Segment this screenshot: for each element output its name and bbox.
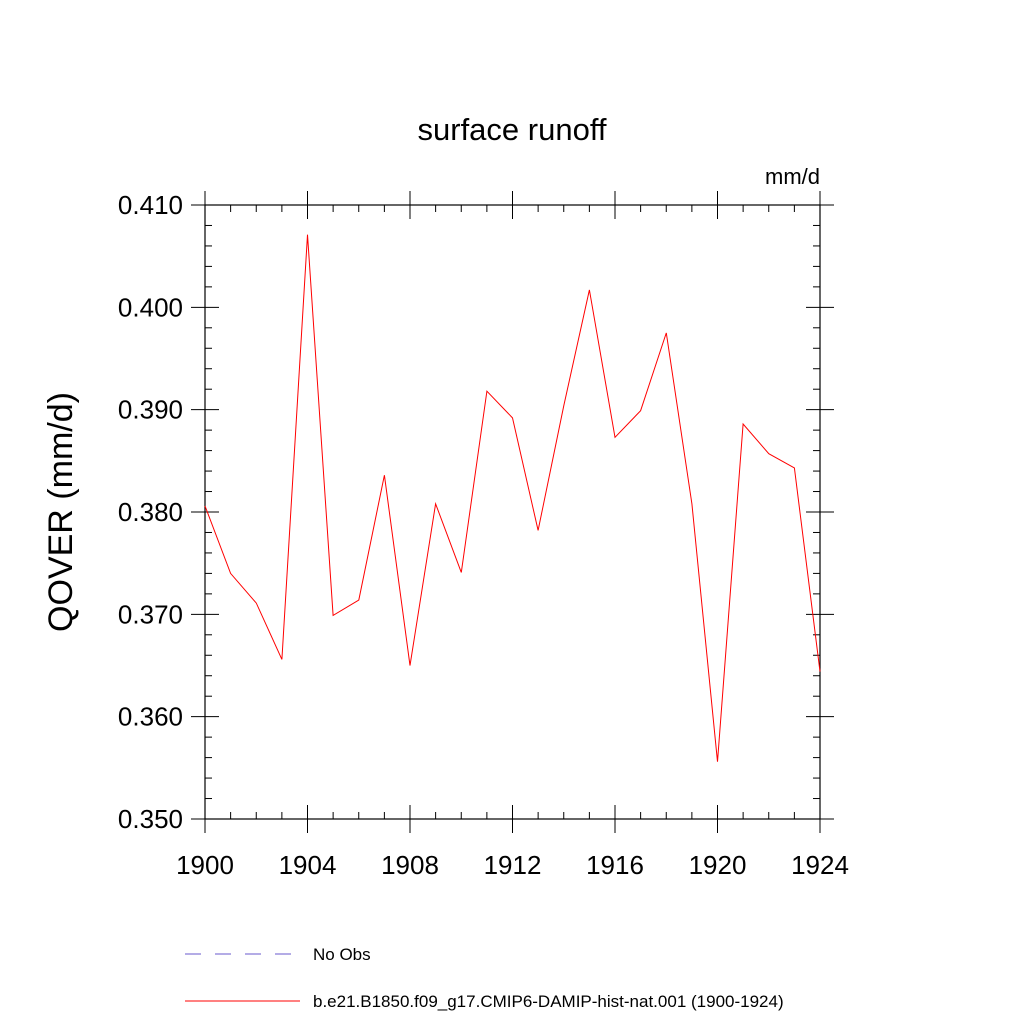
legend-label: No Obs (313, 945, 371, 964)
data-point (307, 234, 309, 236)
data-point (614, 436, 616, 438)
x-tick-label: 1924 (791, 850, 849, 880)
units-label: mm/d (765, 164, 820, 189)
data-point (742, 423, 744, 425)
data-point (665, 332, 667, 334)
y-tick-label: 0.410 (118, 190, 183, 220)
x-tick-label: 1904 (279, 850, 337, 880)
data-points (204, 234, 821, 763)
x-tick-label: 1912 (484, 850, 542, 880)
chart-title: surface runoff (418, 112, 607, 147)
axis-tick-labels: 1900 1904 1908 1912 1916 1920 1924 0.350 0.360 0.… (118, 190, 849, 880)
y-tick-label: 0.360 (118, 702, 183, 732)
y-tick-label: 0.390 (118, 395, 183, 425)
x-tick-label: 1916 (586, 850, 644, 880)
data-point (358, 599, 360, 601)
legend: No Obs b.e21.B1850.f09_g17.CMIP6-DAMIP-hi… (185, 945, 784, 1011)
x-tick-label: 1920 (689, 850, 747, 880)
data-point (332, 614, 334, 616)
data-point (640, 410, 642, 412)
y-axis-label: QOVER (mm/d) (42, 392, 80, 632)
data-point (255, 602, 257, 604)
data-point (768, 453, 770, 455)
data-point (691, 503, 693, 505)
data-point (230, 572, 232, 574)
data-point (435, 503, 437, 505)
axis-ticks (191, 191, 834, 833)
data-point (512, 417, 514, 419)
data-point (717, 761, 719, 763)
legend-label: b.e21.B1850.f09_g17.CMIP6-DAMIP-hist-nat… (313, 992, 784, 1011)
series-line (204, 234, 821, 762)
data-point (204, 505, 206, 507)
y-tick-label: 0.380 (118, 497, 183, 527)
data-point (537, 529, 539, 531)
data-point (281, 658, 283, 660)
data-point (460, 571, 462, 573)
data-point (486, 390, 488, 392)
x-tick-label: 1900 (176, 850, 234, 880)
x-tick-label: 1908 (381, 850, 439, 880)
data-point (409, 665, 411, 667)
y-tick-label: 0.400 (118, 292, 183, 322)
data-point (588, 289, 590, 291)
data-point (563, 405, 565, 407)
data-point (793, 467, 795, 469)
y-tick-label: 0.370 (118, 599, 183, 629)
plot-frame (204, 204, 821, 820)
data-point (819, 671, 821, 673)
data-point (383, 474, 385, 476)
y-tick-label: 0.350 (118, 804, 183, 834)
